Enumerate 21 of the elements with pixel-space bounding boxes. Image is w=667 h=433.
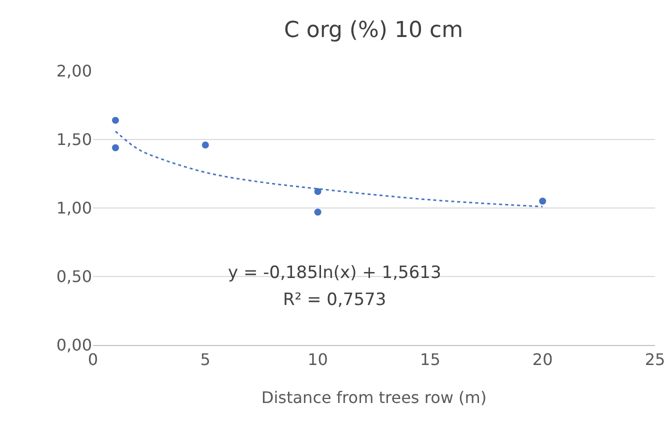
point	[539, 198, 546, 205]
y-tick-label: 0,50	[56, 267, 92, 286]
y-tick-label: 2,00	[56, 62, 92, 81]
point	[202, 141, 209, 148]
x-tick-label: 5	[200, 350, 210, 370]
x-tick-label: 15	[420, 350, 440, 370]
point	[314, 188, 322, 196]
x-tick-label: 0	[88, 350, 98, 370]
annotation: R² = 0,7573	[283, 290, 386, 310]
y-tick-label: 1,50	[56, 130, 92, 150]
x-tick-label: 25	[644, 350, 666, 370]
point	[314, 208, 322, 216]
point	[112, 116, 119, 124]
annotation: y = -0,185ln(x) + 1,5613	[228, 263, 442, 283]
x-tick-label: 10	[308, 350, 328, 370]
point	[112, 144, 119, 152]
x-axis-title: Distance from trees row (m)	[261, 388, 487, 407]
chart-title: C org (%) 10 cm	[284, 18, 464, 44]
y-tick-label: 1,00	[56, 198, 92, 218]
line-series	[114, 130, 544, 208]
x-tick-label: 20	[532, 350, 553, 370]
